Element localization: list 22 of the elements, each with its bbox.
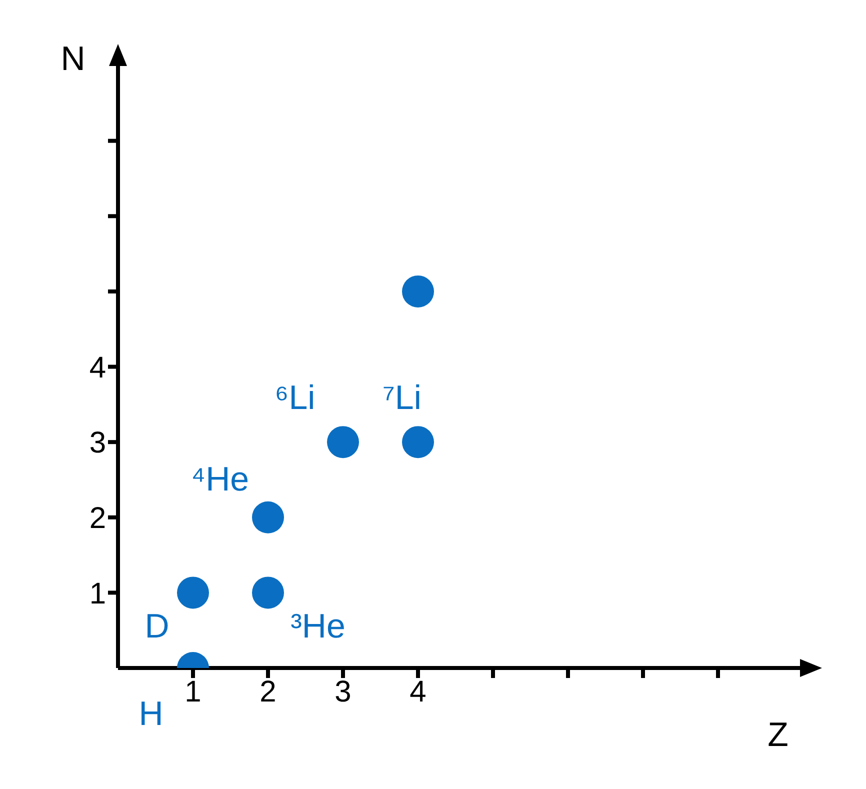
- point: [402, 275, 434, 308]
- annotation: ⁴He: [190, 460, 250, 498]
- x-tick-label: 2: [260, 675, 276, 708]
- y-tick-label: 2: [89, 502, 106, 536]
- x-tick-label: 1: [184, 675, 202, 708]
- y-tick-label: 4: [89, 351, 106, 384]
- y-tick-label: 1: [89, 577, 106, 610]
- annotation: ⁷Li: [382, 379, 422, 418]
- annotation: ⁶Li: [274, 379, 316, 418]
- annotation: H: [138, 694, 164, 733]
- x-axis-title: Z: [768, 716, 788, 754]
- point: [252, 501, 284, 534]
- point: [252, 576, 284, 609]
- y-tick-label: 3: [89, 426, 106, 460]
- point: [327, 426, 359, 458]
- annotation: D: [144, 608, 170, 646]
- x-tick-label: 4: [410, 675, 426, 708]
- x-tick-label: 3: [334, 675, 352, 708]
- point: [177, 576, 209, 609]
- point: [402, 426, 434, 458]
- y-axis-title: N: [60, 40, 86, 78]
- annotation: ³He: [290, 608, 346, 646]
